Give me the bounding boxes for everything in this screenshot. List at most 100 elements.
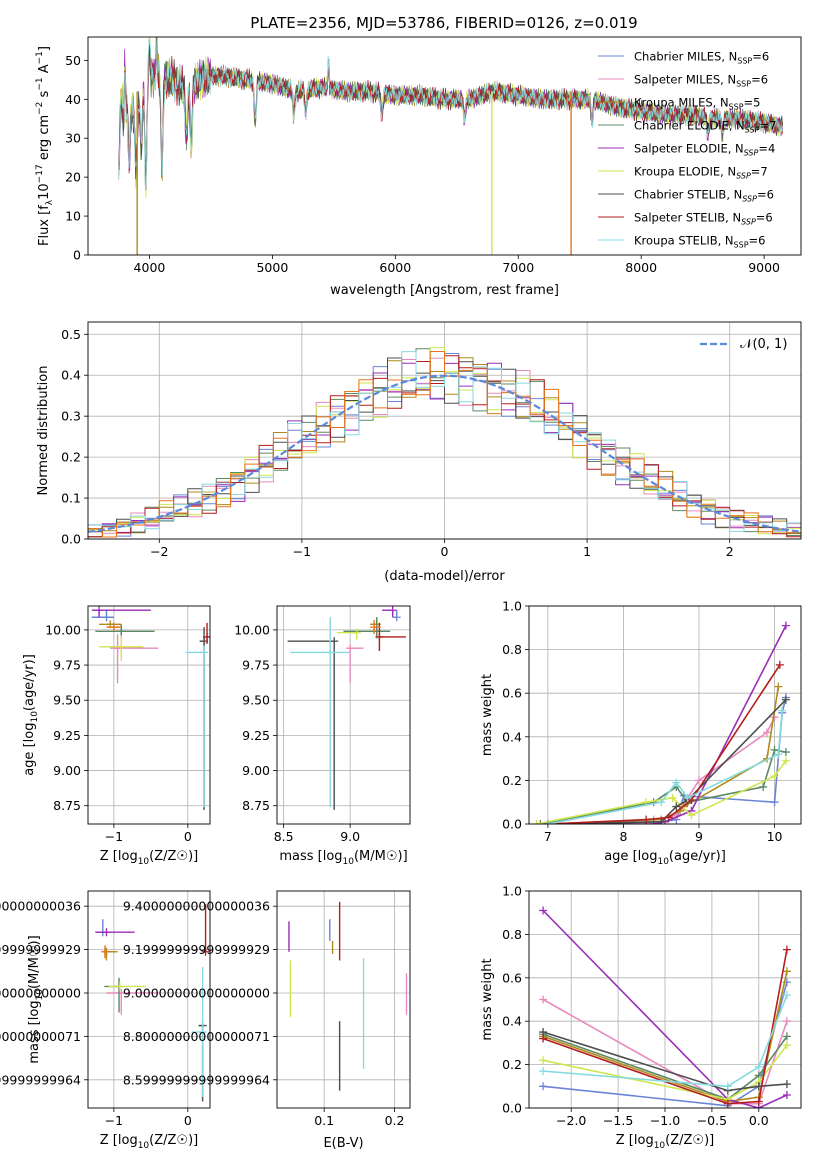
z_weight-ytick-label: 0.8 (502, 927, 522, 942)
z_weight-marker-ch_miles (539, 1082, 548, 1091)
z_weight-line-kr_stelib (543, 994, 788, 1088)
legend-label-sa_elodie: Salpeter ELODIE, NSSP=4 (634, 142, 775, 158)
age_weight-frame (528, 605, 802, 825)
ebv_mass-ytick-label: 8.59999999999999964 (123, 1072, 270, 1087)
legend-label-sa_stelib: Salpeter STELIB, NSSP=6 (634, 211, 773, 227)
z_weight-marker-kr_stelib (782, 991, 791, 1000)
z_weight-xtick-label: −0.5 (697, 1113, 727, 1128)
z_mass-xtick-label: −1 (105, 1113, 123, 1128)
residuals-xtick-label: 2 (726, 544, 734, 559)
age_weight-line-sa_miles (547, 716, 776, 824)
z_age-ytick-label: 8.75 (53, 798, 81, 813)
mass_age-point-ch_miles (392, 613, 401, 622)
z_mass-panel: −1 0 8.59999999999999964 8.8000000000000007… (0, 890, 211, 1151)
mass_age-panel: 8.5 9.0 8.75 9.00 9.25 9.50 9.75 10.00 mass [log… (234, 605, 411, 867)
z_age-frame (87, 605, 211, 825)
age_weight-marker-sa_stelib (775, 660, 784, 669)
spectrum-ytick-label: 0 (73, 248, 81, 263)
age_weight-marker-ch_elodie (536, 820, 545, 824)
z_age-point-sa_elodie (95, 606, 104, 615)
spectrum-xlabel: wavelength [Angstrom, rest frame] (330, 283, 559, 298)
ebv_mass-ytick-label: 9.19999999999999929 (123, 942, 270, 957)
residuals-ytick-label: 0.1 (61, 491, 81, 506)
residuals-legend: 𝒩(0, 1) (700, 337, 787, 352)
spectrum-xtick-label: 7000 (502, 260, 534, 275)
age_weight-xtick-label: 7 (544, 829, 552, 844)
z_mass-frame (87, 890, 211, 1109)
z_weight-line-kr_miles (542, 971, 788, 1103)
ebv_mass-plot-area (288, 901, 408, 1091)
residuals-xtick-label: −2 (150, 544, 168, 559)
z_weight-xtick-label: −1.5 (603, 1113, 633, 1128)
ebv_mass-xtick-label: 0.1 (314, 1113, 334, 1128)
age_weight-ytick-label: 0.4 (502, 729, 522, 744)
legend-label-ch_elodie: Chabrier ELODIE, NSSP=7 (634, 119, 776, 135)
z_weight-ytick-label: 0.2 (502, 1057, 522, 1072)
ebv_mass-panel: 0.1 0.2 8.59999999999999964 8.8000000000000… (123, 890, 411, 1151)
spectrum-panel: 4000 5000 6000 7000 8000 9000 0 10 20 30 40 50 wavel… (35, 36, 802, 298)
spectrum-ytick-label: 40 (65, 92, 81, 107)
mass_age-frame (276, 605, 411, 825)
z_weight-line-ch_elodie (542, 1033, 788, 1101)
ebv_mass-xtick-label: 0.2 (385, 1113, 405, 1128)
residuals-ylabel: Normed distribution (36, 366, 51, 496)
z_weight-xlabel: Z [log10(Z/Z☉)] (616, 1133, 714, 1151)
age_weight-panel: 7 8 9 10 0.0 0.2 0.4 0.6 0.8 1.0 age [log10(age/yr… (480, 599, 802, 867)
mass_age-point-sa_stelib (375, 632, 384, 641)
legend-label-kr_stelib: Kroupa STELIB, NSSP=6 (634, 234, 765, 250)
residuals-panel: −2 −1 0 1 2 0.0 0.1 0.2 0.3 0.4 0.5 (data-model)/er… (36, 321, 802, 584)
residuals-ytick-label: 0.0 (61, 532, 81, 547)
figure-title: PLATE=2356, MJD=53786, FIBERID=0126, z=0… (250, 14, 637, 32)
age_weight-line-kr_stelib (547, 710, 783, 824)
age_weight-ytick-label: 0.0 (502, 817, 522, 832)
z_weight-xtick-label: 0.0 (749, 1113, 769, 1128)
z_weight-line-sa_elodie (542, 909, 788, 1108)
z_weight-marker-kr_elodie (782, 1041, 791, 1050)
age_weight-ylabel: mass weight (480, 674, 495, 756)
spectrum-xtick-label: 8000 (625, 260, 657, 275)
age_weight-marker-sa_stelib (664, 813, 673, 822)
age_weight-marker-sa_stelib (642, 815, 651, 824)
z_weight-marker-ch_stelib (782, 1080, 791, 1089)
age_weight-marker-sa_elodie (781, 621, 790, 630)
age_weight-marker-ch_stelib (672, 802, 681, 811)
age_weight-marker-kr_elodie (770, 772, 779, 781)
spectrum-ytick-label: 20 (65, 170, 81, 185)
residual-hist-extra_orange (88, 351, 801, 538)
z_age-plot-area (91, 606, 210, 810)
age_weight-marker-kr_stelib (543, 820, 552, 824)
age_weight-marker-ch_stelib (781, 695, 790, 704)
mass_age-xtick-label: 9.0 (340, 829, 360, 844)
age_weight-marker-kr_elodie (532, 820, 541, 824)
z_weight-line-sa_stelib (542, 949, 788, 1105)
mass_age-point-sa_elodie (388, 606, 397, 615)
age_weight-ytick-label: 0.2 (502, 773, 522, 788)
age_weight-marker-kr_elodie (668, 793, 677, 802)
age_weight-marker-kr_elodie (687, 811, 696, 820)
mass_age-ytick-label: 8.75 (242, 798, 270, 813)
age_weight-marker-kr_stelib (683, 793, 692, 802)
age_weight-marker-kr_stelib (774, 750, 783, 759)
z_mass-xtick-label: 0 (184, 1113, 192, 1128)
z_weight-marker-kr_miles (782, 967, 791, 976)
z_weight-marker-sa_elodie (782, 1090, 791, 1099)
mass_age-point-ch_stelib (330, 637, 339, 646)
mass_age-xtick-label: 8.5 (274, 829, 294, 844)
spectrum-legend: Chabrier MILES, NSSP=6 Salpeter MILES, NS… (598, 50, 776, 250)
z_weight-ytick-label: 1.0 (502, 884, 522, 899)
residuals-xtick-label: −1 (293, 544, 311, 559)
age_weight-marker-ch_elodie (781, 748, 790, 757)
spectrum-ytick-label: 30 (65, 131, 81, 146)
ebv_mass-ytick-label: 8.80000000000000071 (123, 1029, 270, 1044)
spectrum-xtick-label: 9000 (748, 260, 780, 275)
z_age-panel: −1 0 8.75 9.00 9.25 9.50 9.75 10.00 Z [log10(Z/Z… (22, 605, 211, 867)
residuals-legend-label: 𝒩(0, 1) (740, 337, 787, 352)
mass_age-ytick-label: 9.75 (242, 658, 270, 673)
age_weight-xtick-label: 10 (767, 829, 783, 844)
mass_age-ytick-label: 10.00 (234, 622, 270, 637)
z_weight-marker-sa_stelib (723, 1099, 732, 1108)
age_weight-marker-kr_stelib (778, 706, 787, 715)
z_weight-panel: −2.0 −1.5 −1.0 −0.5 0.0 0.0 0.2 0.4 0.6 0.8 1.0 Z [… (480, 884, 802, 1151)
z_mass-ylabel: mass [log10(M/M☉)] (27, 935, 45, 1063)
